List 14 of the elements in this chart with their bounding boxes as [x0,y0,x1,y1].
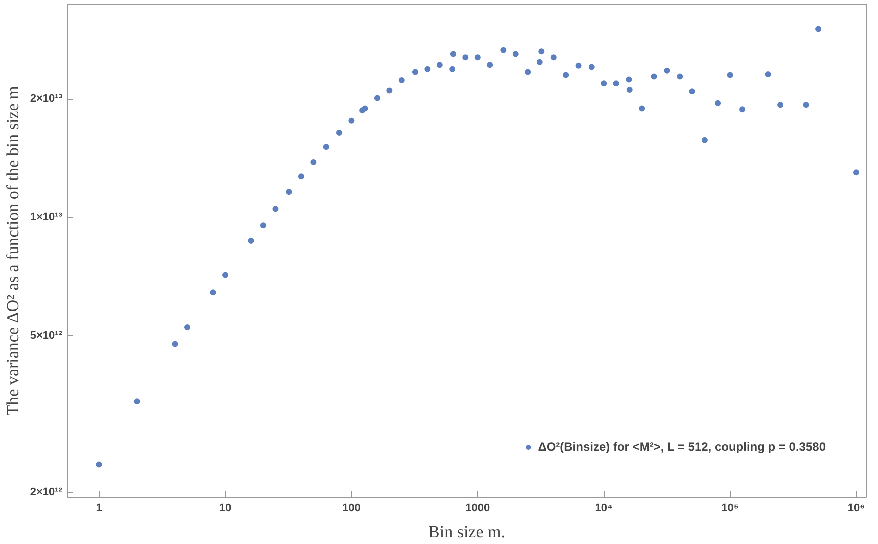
y-axis-title: The variance ΔO² as a function of the bin size m [3,86,22,416]
x-tick-label: 1000 [466,502,490,514]
y-tick-label: 2×10¹³ [30,93,63,106]
x-tick-label: 100 [342,502,361,514]
y-tick-label: 1×10¹³ [30,211,63,224]
x-tick-label: 10 [219,502,232,514]
legend-label: ΔO²(Binsize) for <M²>, L = 512, coupling p = 0.3580 [538,440,826,454]
x-tick-label: 10⁴ [595,502,613,514]
x-tick-label: 10⁵ [722,502,740,514]
x-axis-title: Bin size m. [428,522,506,542]
x-tick-label: 10⁶ [848,502,866,514]
y-tick-label: 2×10¹² [30,486,63,498]
y-tick-label: 5×10¹² [30,330,63,342]
x-tick-label: 1 [96,502,102,514]
